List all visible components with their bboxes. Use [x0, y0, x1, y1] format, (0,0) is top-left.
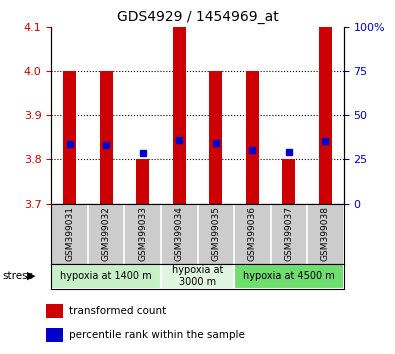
Bar [51, 264, 161, 289]
Bar [136, 159, 149, 204]
Text: GSM399033: GSM399033 [138, 206, 147, 261]
Text: hypoxia at 1400 m: hypoxia at 1400 m [60, 271, 152, 281]
Bar [47, 304, 63, 318]
Text: GSM399036: GSM399036 [248, 206, 257, 261]
Title: GDS4929 / 1454969_at: GDS4929 / 1454969_at [117, 10, 278, 24]
Bar [282, 159, 295, 204]
Bar [47, 328, 63, 342]
Bar [161, 264, 234, 289]
Bar [100, 71, 113, 204]
Text: GSM399031: GSM399031 [65, 206, 74, 261]
Text: hypoxia at 4500 m: hypoxia at 4500 m [243, 271, 335, 281]
Text: percentile rank within the sample: percentile rank within the sample [69, 330, 245, 340]
Bar [319, 27, 332, 204]
Text: ▶: ▶ [27, 271, 36, 281]
Text: GSM399032: GSM399032 [102, 206, 111, 261]
Bar [173, 27, 186, 204]
Text: GSM399038: GSM399038 [321, 206, 330, 261]
Text: GSM399037: GSM399037 [284, 206, 293, 261]
Text: GSM399035: GSM399035 [211, 206, 220, 261]
Bar [63, 71, 76, 204]
Bar [246, 71, 259, 204]
Text: hypoxia at
3000 m: hypoxia at 3000 m [172, 265, 223, 287]
Bar [234, 264, 344, 289]
Text: GSM399034: GSM399034 [175, 206, 184, 261]
Text: transformed count: transformed count [69, 306, 166, 316]
Text: stress: stress [2, 271, 33, 281]
Bar [209, 71, 222, 204]
